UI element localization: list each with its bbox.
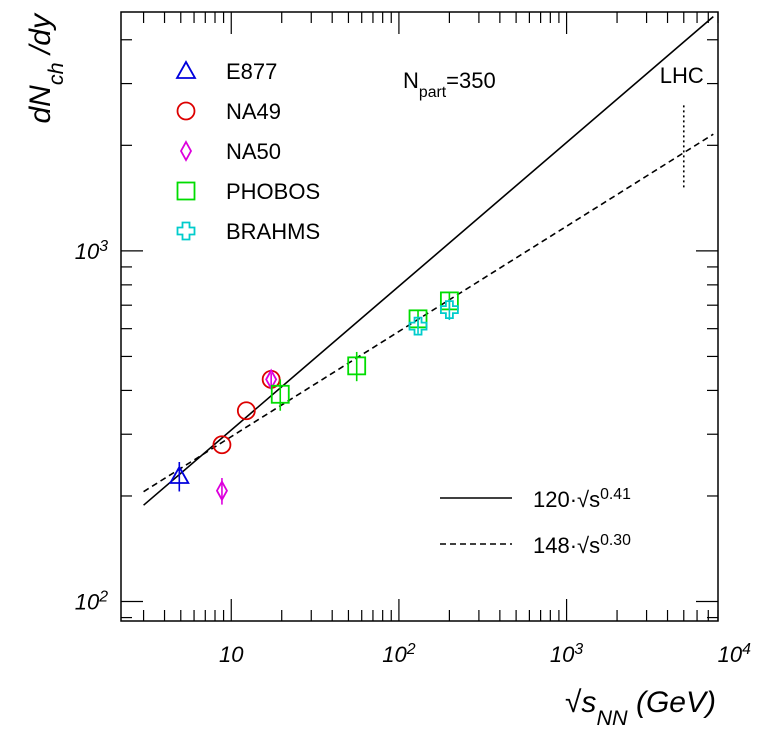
npart-annotation: Npart=350 <box>403 68 496 101</box>
legend-marker-na49 <box>176 101 196 121</box>
data-point-brahms <box>408 316 428 336</box>
x-tick-label: 104 <box>718 641 751 668</box>
fit-legend-label-solid: 120·√s0.41 <box>533 486 631 513</box>
lhc-marker: LHC <box>660 63 704 190</box>
x-tick-label: 103 <box>550 641 583 668</box>
legend-marker-brahms <box>176 221 196 241</box>
data-points <box>168 291 459 505</box>
data-point-phobos <box>270 384 290 404</box>
lhc-label: LHC <box>660 63 704 88</box>
data-point-phobos <box>347 356 367 376</box>
legend-label-na50: NA50 <box>226 139 281 164</box>
legend-label-na49: NA49 <box>226 99 281 124</box>
fit-line-solid <box>143 16 714 506</box>
fit-legend-label-dashed: 148·√s0.30 <box>533 532 631 559</box>
legend-label-e877: E877 <box>226 59 277 84</box>
y-axis-title: dNch /dy <box>24 12 68 124</box>
data-point-brahms <box>439 300 459 320</box>
fit-line-dashed <box>143 133 714 493</box>
axis-ticks <box>121 12 719 621</box>
legend-label-brahms: BRAHMS <box>226 219 320 244</box>
y-tick-label: 103 <box>75 237 108 264</box>
data-point-e877 <box>168 465 190 484</box>
data-point-na50 <box>215 479 228 502</box>
legend-marker-e877 <box>175 60 197 79</box>
axis-labels: 10 102 103 104 102 103 √sNN (GeV) dNch /dy Npart… <box>24 12 751 729</box>
legend-marker-na50 <box>179 140 193 162</box>
x-axis-title: √sNN (GeV) <box>565 686 716 730</box>
x-tick-label: 102 <box>382 641 415 668</box>
legend-label-phobos: PHOBOS <box>226 179 320 204</box>
legend: E877 NA49 NA50 PHOBOS BRAHMS 120·√s0.41 148·√s… <box>175 59 631 559</box>
data-point-na49 <box>236 401 256 421</box>
y-tick-label: 102 <box>75 588 108 615</box>
x-tick-label: 10 <box>219 642 244 667</box>
plot-frame <box>120 11 719 622</box>
data-point-na49 <box>212 435 232 455</box>
legend-marker-phobos <box>176 181 196 201</box>
fit-lines <box>143 16 714 506</box>
plot-area <box>120 11 719 622</box>
